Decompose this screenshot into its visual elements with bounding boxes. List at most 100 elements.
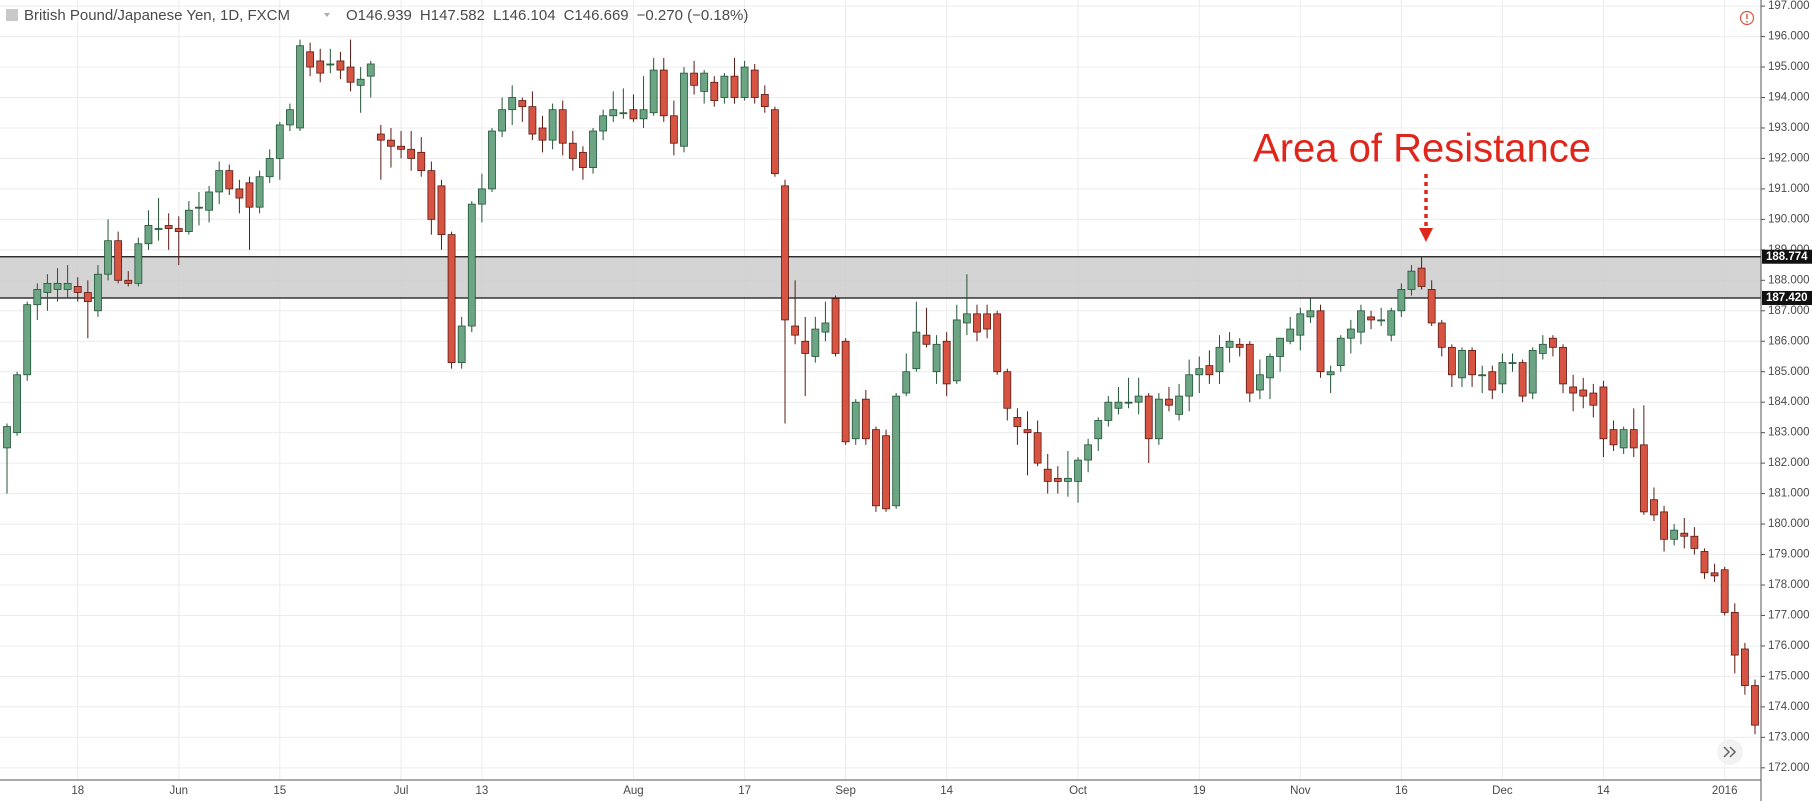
warning-icon[interactable]: [1739, 10, 1755, 26]
candle-body: [1599, 386, 1608, 440]
candle-body: [720, 75, 729, 98]
candle-body: [1185, 374, 1194, 397]
x-tick-label: Dec: [1492, 785, 1513, 797]
candle-body: [407, 148, 416, 159]
candle-body: [882, 435, 890, 510]
x-tick-label: 14: [940, 785, 953, 797]
candle-body: [771, 109, 779, 175]
resistance-zone: [0, 256, 1761, 299]
level-label: 188.774: [1766, 251, 1808, 263]
candle-body: [1397, 289, 1406, 312]
candle-body: [781, 185, 789, 321]
candle-body: [538, 127, 547, 141]
candle-body: [1357, 310, 1365, 333]
candle-body: [993, 313, 1002, 373]
candle-body: [265, 158, 274, 178]
scroll-button[interactable]: [1717, 739, 1743, 765]
header-change: −0.270 (−0.18%): [637, 7, 749, 24]
candle-body: [63, 282, 72, 290]
level-label-bg: [1762, 249, 1812, 264]
header-field-label: H: [420, 7, 431, 24]
candle-body: [255, 176, 264, 208]
candle-body: [13, 374, 22, 434]
candle-body: [306, 51, 315, 68]
y-tick-label: 174.000: [1768, 701, 1810, 713]
dropdown-icon[interactable]: [324, 13, 330, 17]
y-tick-label: 175.000: [1768, 670, 1810, 682]
x-tick-label: Sep: [835, 785, 855, 797]
symbol-icon: [6, 9, 18, 21]
candle-body: [649, 69, 658, 114]
candle-body: [760, 94, 769, 108]
y-tick-label: 173.000: [1768, 731, 1810, 743]
candle-body: [114, 240, 123, 281]
candle-body: [922, 334, 931, 345]
candle-body: [1508, 362, 1517, 364]
candle-body: [275, 124, 284, 159]
candle-body: [1023, 429, 1032, 434]
candle-body: [1003, 371, 1012, 409]
resistance-band: [0, 256, 1761, 298]
y-tick-label: 183.000: [1768, 427, 1810, 439]
candle-body: [1437, 322, 1446, 348]
candle-body: [1195, 368, 1204, 376]
y-tick-label: 182.000: [1768, 457, 1810, 469]
y-tick-label: 179.000: [1768, 549, 1810, 561]
grid: [0, 0, 1761, 780]
candle-body: [1296, 313, 1305, 336]
candle-body: [639, 109, 648, 120]
candle-body: [1316, 310, 1325, 373]
candle-body: [932, 343, 941, 373]
candle-body: [1498, 362, 1507, 385]
x-tick-label: 14: [1597, 785, 1610, 797]
candle-body: [1458, 349, 1466, 379]
candle-body: [589, 130, 597, 168]
y-tick-label: 184.000: [1768, 396, 1810, 408]
y-tick-label: 193.000: [1768, 122, 1810, 134]
candle-body: [1205, 365, 1214, 376]
annotation-text: Area of Resistance: [1253, 127, 1591, 171]
candle-body: [952, 319, 961, 382]
candle-body: [872, 429, 880, 507]
candle-body: [437, 185, 446, 236]
candle-body: [467, 203, 476, 327]
candle-body: [1094, 420, 1103, 440]
candle-body: [1670, 529, 1679, 540]
candle-body: [1528, 349, 1537, 394]
header-field-label: L: [493, 7, 501, 24]
candles: [3, 39, 1759, 735]
candle-body: [326, 63, 335, 66]
y-tick-label: 177.000: [1768, 610, 1810, 622]
candle-body: [1013, 417, 1022, 427]
candle-body: [690, 72, 698, 86]
candle-body: [750, 69, 759, 98]
y-tick-label: 186.000: [1768, 335, 1810, 347]
x-tick-label: 15: [273, 785, 286, 797]
candle-body: [1346, 328, 1355, 339]
y-tick-label: 187.000: [1768, 305, 1810, 317]
candle-body: [477, 188, 486, 205]
candle-body: [1134, 395, 1143, 403]
candle-body: [235, 188, 244, 199]
y-tick-label: 188.000: [1768, 274, 1810, 286]
candle-body: [579, 151, 587, 168]
candle-body: [1326, 371, 1335, 376]
candle-body: [1377, 319, 1386, 322]
candle-body: [710, 81, 719, 101]
candle-body: [851, 401, 860, 440]
candle-body: [73, 286, 82, 293]
y-tick-label: 178.000: [1768, 579, 1810, 591]
y-tick-label: 196.000: [1768, 31, 1810, 43]
candle-body: [154, 228, 163, 230]
candle-body: [1286, 328, 1295, 342]
candle-body: [821, 322, 830, 333]
candle-body: [1124, 401, 1133, 404]
candle-body: [94, 273, 102, 312]
candle-body: [33, 289, 42, 306]
candle-body: [831, 298, 840, 354]
candle-body: [1043, 468, 1052, 482]
header-field-value: 146.669: [574, 7, 628, 24]
candle-body: [912, 331, 921, 370]
